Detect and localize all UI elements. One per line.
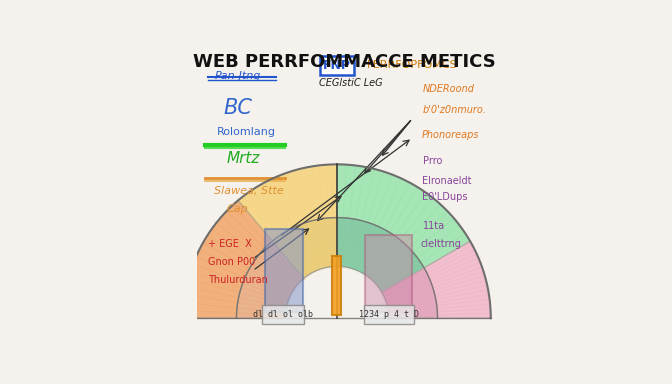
Text: Elronaeldt: Elronaeldt [422, 175, 472, 185]
Text: Rolomlang: Rolomlang [217, 127, 276, 137]
Text: clelttrng: clelttrng [421, 239, 462, 249]
Text: Prro: Prro [423, 156, 442, 166]
Polygon shape [272, 218, 337, 278]
Text: 1234 p 4 t D: 1234 p 4 t D [359, 310, 419, 319]
Text: + EGE  X: + EGE X [208, 239, 252, 249]
Text: Cap: Cap [226, 204, 248, 214]
Bar [365, 235, 413, 312]
Text: Slawea, Stte: Slawea, Stte [214, 186, 284, 196]
Text: NDERoond: NDERoond [423, 84, 474, 94]
Text: PERRFOPFOMCS: PERRFOPFOMCS [367, 60, 458, 70]
Polygon shape [382, 268, 437, 318]
Text: WEB PERRFOMMACCE METICS: WEB PERRFOMMACCE METICS [193, 53, 496, 71]
Text: Gnon P00: Gnon P00 [208, 257, 255, 267]
Text: Pan-Jtng: Pan-Jtng [214, 71, 261, 81]
Text: CEGlstiC LeG: CEGlstiC LeG [319, 78, 383, 88]
Text: Thulurduran: Thulurduran [208, 275, 268, 285]
Polygon shape [183, 200, 272, 318]
Bar [261, 305, 304, 324]
Polygon shape [337, 218, 424, 292]
Text: E0'LDups: E0'LDups [422, 192, 468, 202]
Text: dl dl ol olb: dl dl ol olb [253, 310, 313, 319]
Text: FNP: FNP [323, 59, 351, 72]
Bar [364, 305, 414, 324]
Text: 11ta: 11ta [423, 222, 445, 232]
Polygon shape [237, 241, 304, 318]
Text: Mrtz: Mrtz [226, 151, 259, 166]
Text: b'0'z0nmuro.: b'0'z0nmuro. [423, 105, 487, 115]
Text: BC: BC [223, 98, 252, 118]
Text: Phonoreaps: Phonoreaps [421, 130, 478, 140]
Polygon shape [238, 164, 337, 241]
Bar [332, 256, 341, 315]
Polygon shape [337, 164, 470, 268]
Bar [265, 229, 303, 312]
Polygon shape [424, 241, 491, 318]
